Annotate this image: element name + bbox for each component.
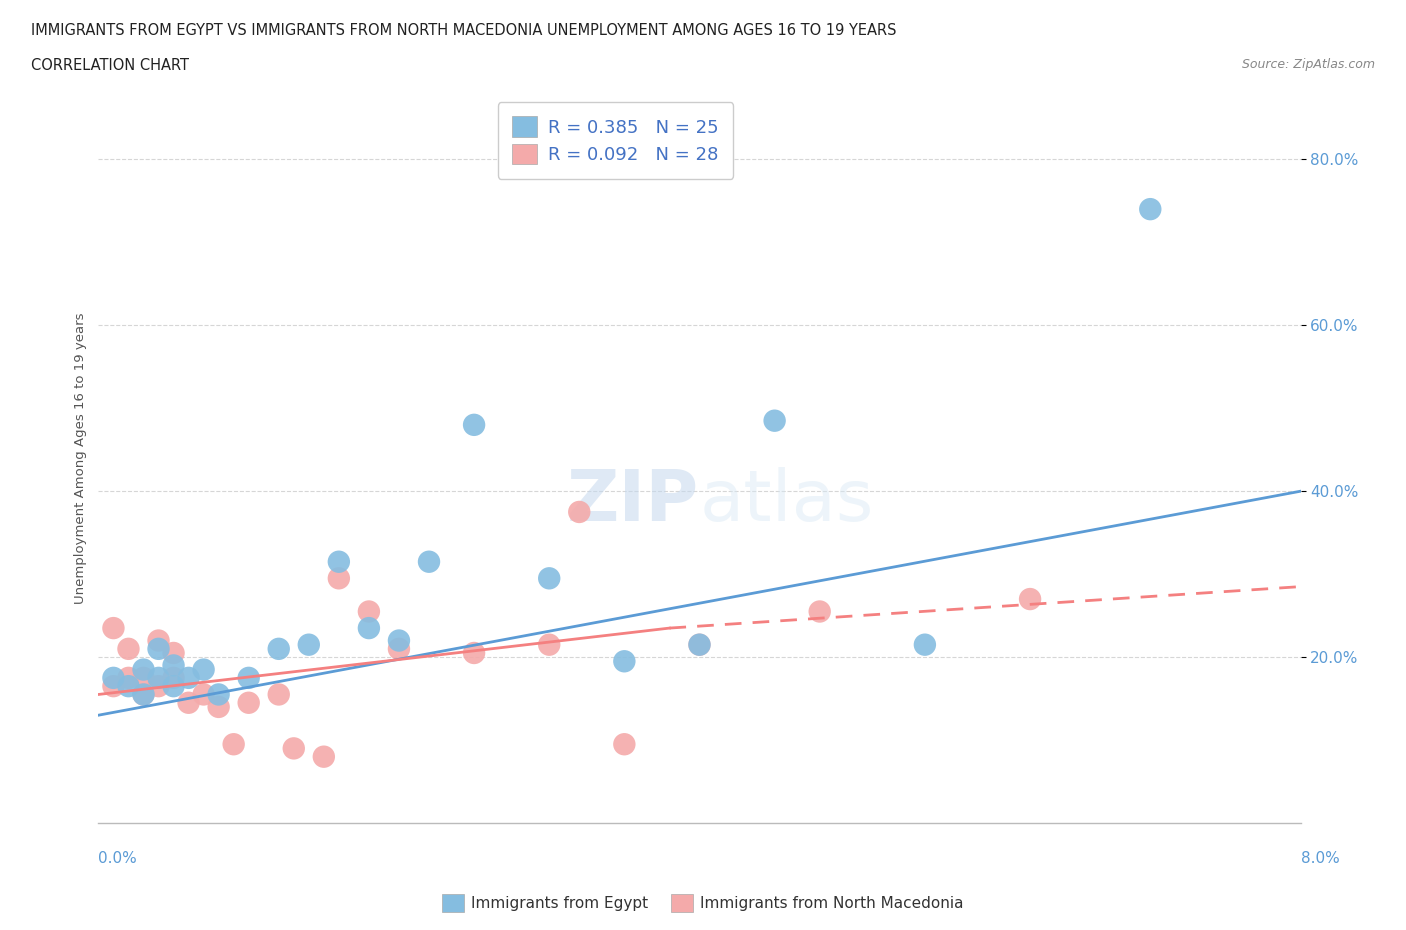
Text: atlas: atlas [699,468,875,537]
Text: CORRELATION CHART: CORRELATION CHART [31,58,188,73]
Point [688,637,710,652]
Text: 0.0%: 0.0% [98,851,138,866]
Point [103,679,125,694]
Point [613,654,636,669]
Point [267,642,290,657]
Y-axis label: Unemployment Among Ages 16 to 19 years: Unemployment Among Ages 16 to 19 years [75,312,87,604]
Legend: R = 0.385   N = 25, R = 0.092   N = 28: R = 0.385 N = 25, R = 0.092 N = 28 [498,102,733,179]
Point [208,687,231,702]
Point [688,637,710,652]
Point [117,679,139,694]
Text: ZIP: ZIP [567,468,699,537]
Point [312,750,335,764]
Point [808,604,831,619]
Point [357,620,380,635]
Point [763,413,786,428]
Point [148,633,170,648]
Point [1019,591,1042,606]
Point [283,741,305,756]
Point [148,671,170,685]
Point [914,637,936,652]
Point [267,687,290,702]
Text: IMMIGRANTS FROM EGYPT VS IMMIGRANTS FROM NORTH MACEDONIA UNEMPLOYMENT AMONG AGES: IMMIGRANTS FROM EGYPT VS IMMIGRANTS FROM… [31,23,897,38]
Point [162,679,184,694]
Point [388,642,411,657]
Point [208,699,231,714]
Point [538,637,561,652]
Point [103,671,125,685]
Point [132,662,155,677]
Point [162,645,184,660]
Point [162,658,184,673]
Point [463,418,485,432]
Point [117,642,139,657]
Legend: Immigrants from Egypt, Immigrants from North Macedonia: Immigrants from Egypt, Immigrants from N… [436,888,970,918]
Point [132,687,155,702]
Point [568,504,591,519]
Text: 8.0%: 8.0% [1301,851,1340,866]
Point [298,637,321,652]
Point [1139,202,1161,217]
Point [357,604,380,619]
Point [117,671,139,685]
Point [613,737,636,751]
Point [418,554,440,569]
Text: Source: ZipAtlas.com: Source: ZipAtlas.com [1241,58,1375,71]
Point [103,620,125,635]
Point [463,645,485,660]
Point [177,696,200,711]
Point [148,679,170,694]
Point [328,554,350,569]
Point [132,687,155,702]
Point [328,571,350,586]
Point [177,671,200,685]
Point [238,696,260,711]
Point [222,737,245,751]
Point [238,671,260,685]
Point [193,687,215,702]
Point [162,671,184,685]
Point [388,633,411,648]
Point [538,571,561,586]
Point [193,662,215,677]
Point [132,671,155,685]
Point [148,642,170,657]
